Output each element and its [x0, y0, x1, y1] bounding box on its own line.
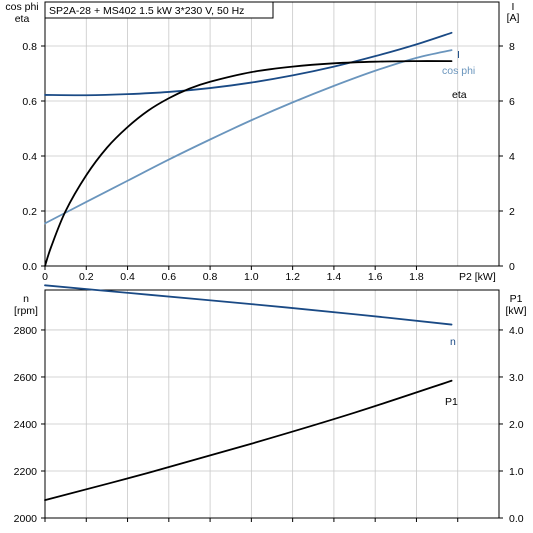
right-tick-label: 4.0 [509, 325, 524, 337]
chart-title: SP2A-28 + MS402 1.5 kW 3*230 V, 50 Hz [49, 5, 244, 17]
x-tick-label: 1.4 [327, 271, 342, 283]
left-tick-label: 0.2 [22, 206, 37, 218]
x-tick-label: 0.4 [120, 271, 135, 283]
left-axis-label-n: n [23, 293, 29, 305]
right-tick-label: 3.0 [509, 372, 524, 384]
left-tick-label: 2600 [14, 372, 38, 384]
left-tick-label: 2800 [14, 325, 38, 337]
top-ticks: 0.0 0.2 0.4 0.6 0.8 0 2 4 6 8 0 0.2 0.4 0.6 0.8 1.0 1.2 1… [22, 41, 515, 283]
bottom-panel: 2000 2200 2400 2600 2800 0.0 1.0 2.0 3.0 4.0 n [r… [14, 284, 527, 525]
series-line-cos-phi [44, 49, 453, 225]
top-curves [44, 31, 453, 267]
left-tick-label: 0.0 [22, 261, 37, 273]
right-tick-label: 1.0 [509, 466, 524, 478]
right-tick-label: 4 [509, 151, 515, 163]
right-tick-label: 2.0 [509, 419, 524, 431]
bottom-curves [44, 284, 453, 502]
x-tick-label: 0.8 [203, 271, 218, 283]
right-axis-label-kw: [kW] [506, 305, 527, 317]
series-label-cosphi: cos phi [442, 65, 475, 77]
right-axis-label-p1: P1 [510, 293, 523, 305]
right-axis-label-a: [A] [507, 12, 520, 24]
top-plot-frame [44, 1, 500, 267]
top-grid [45, 2, 499, 266]
left-axis-label-eta: eta [15, 13, 30, 25]
left-tick-label: 2000 [14, 513, 38, 525]
x-tick-label: 1.8 [409, 271, 424, 283]
series-line-p1 [44, 379, 453, 502]
left-tick-label: 2400 [14, 419, 38, 431]
series-line-n [44, 284, 453, 326]
series-line-i [44, 31, 453, 97]
right-axis-label-i: I [512, 1, 515, 13]
bottom-plot-frame [44, 289, 500, 519]
x-axis-label: P2 [kW] [459, 271, 496, 283]
right-tick-label: 2 [509, 206, 515, 218]
series-label-eta: eta [452, 89, 467, 101]
left-axis-label-cosphi: cos phi [5, 1, 38, 13]
x-tick-label: 0.2 [79, 271, 94, 283]
left-tick-label: 2200 [14, 466, 38, 478]
right-tick-label: 8 [509, 41, 515, 53]
x-tick-label: 0.6 [162, 271, 177, 283]
top-panel: 0.0 0.2 0.4 0.6 0.8 0 2 4 6 8 0 0.2 0.4 0.6 0.8 1.0 1.2 1… [5, 1, 519, 283]
x-tick-label: 1.2 [285, 271, 300, 283]
left-tick-label: 0.8 [22, 41, 37, 53]
series-label-n: n [450, 336, 456, 348]
left-tick-label: 0.6 [22, 96, 37, 108]
left-axis-label-rpm: [rpm] [14, 305, 38, 317]
x-tick-label: 0 [42, 271, 48, 283]
series-label-i: I [457, 49, 460, 61]
right-tick-label: 0 [509, 261, 515, 273]
title-box [44, 1, 274, 19]
x-tick-label: 1.6 [368, 271, 383, 283]
bottom-ticks: 2000 2200 2400 2600 2800 0.0 1.0 2.0 3.0 4.0 [14, 325, 524, 525]
left-tick-label: 0.4 [22, 151, 37, 163]
right-tick-label: 6 [509, 96, 515, 108]
bottom-grid [45, 290, 499, 518]
x-tick-label: 1.0 [244, 271, 259, 283]
right-tick-label: 0.0 [509, 513, 524, 525]
series-label-p1: P1 [445, 396, 458, 408]
series-line-eta [44, 60, 453, 267]
